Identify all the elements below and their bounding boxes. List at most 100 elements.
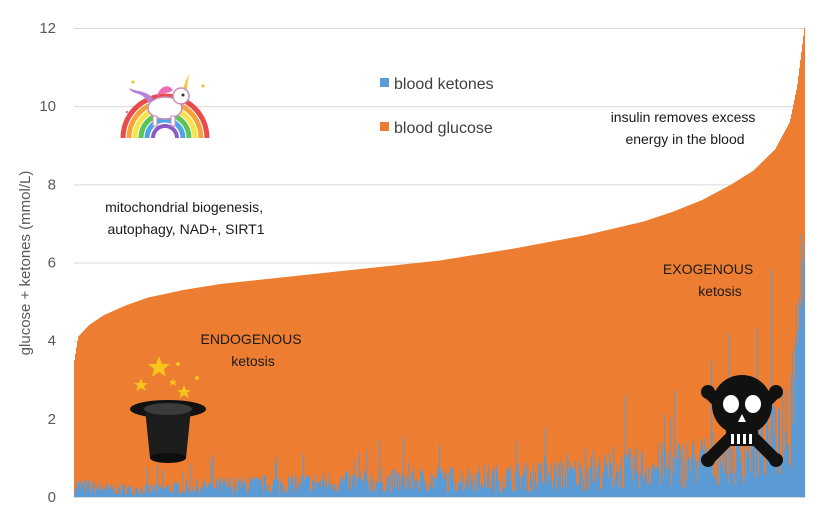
glucose-bar <box>179 290 181 497</box>
glucose-bar <box>195 288 197 497</box>
glucose-bar <box>429 261 431 497</box>
ketone-bar <box>102 489 104 497</box>
ketone-bar <box>606 467 608 497</box>
glucose-bar <box>199 287 201 497</box>
glucose-bar <box>458 257 460 497</box>
ketone-bar <box>214 488 216 497</box>
glucose-bar <box>604 230 606 497</box>
ketone-bar <box>510 465 512 497</box>
glucose-bar <box>390 265 392 497</box>
ketone-bar <box>575 460 577 497</box>
ketone-bar <box>103 490 105 497</box>
glucose-bar <box>565 238 567 497</box>
glucose-bar <box>633 223 635 498</box>
ketone-bar <box>247 489 249 497</box>
glucose-bar <box>306 274 308 497</box>
ketone-bar <box>514 472 516 497</box>
ketone-bar <box>529 490 531 497</box>
ketone-bar <box>610 461 612 497</box>
ketone-bar <box>778 409 780 497</box>
ketone-bar <box>185 490 187 497</box>
ketone-bar <box>84 479 86 497</box>
ketone-bar <box>505 489 507 497</box>
ketone-bar <box>655 468 657 497</box>
glucose-bar <box>582 235 584 497</box>
ketone-bar <box>265 475 267 497</box>
ketone-bar <box>406 488 408 497</box>
glucose-bar <box>652 218 654 498</box>
glucose-bar <box>151 296 153 497</box>
glucose-bar <box>113 310 115 497</box>
glucose-bar <box>681 208 683 497</box>
glucose-bar <box>450 258 452 497</box>
ketone-bar <box>217 477 219 497</box>
ketone-bar <box>321 486 323 497</box>
glucose-bar <box>435 260 437 497</box>
ketone-bar <box>705 459 707 497</box>
ketone-bar <box>768 452 770 497</box>
glucose-bar <box>225 283 227 497</box>
glucose-bar <box>319 273 321 497</box>
glucose-bar <box>373 267 375 497</box>
glucose-bar <box>365 268 367 497</box>
ketone-bar <box>466 484 468 497</box>
glucose-bar <box>402 264 404 497</box>
glucose-bar <box>720 190 722 497</box>
ketone-bar <box>733 436 735 497</box>
glucose-bar <box>501 250 503 497</box>
glucose-bar <box>300 275 302 497</box>
ketone-bar <box>473 492 475 497</box>
glucose-bar <box>636 223 638 498</box>
ketone-bar <box>274 479 276 497</box>
ketone-bar <box>624 455 626 497</box>
glucose-bar <box>243 281 245 497</box>
ketone-bar <box>101 487 103 497</box>
glucose-bar <box>629 224 631 497</box>
ketone-bar <box>581 467 583 497</box>
glucose-bar <box>446 259 448 497</box>
glucose-bar <box>459 257 461 497</box>
glucose-bar <box>654 217 656 497</box>
glucose-bar <box>246 281 248 497</box>
glucose-bar <box>145 298 147 497</box>
glucose-bar <box>136 301 138 497</box>
glucose-bar <box>595 232 597 497</box>
glucose-bar <box>238 282 240 497</box>
glucose-bar <box>641 222 643 497</box>
glucose-bar <box>155 295 157 497</box>
ketone-bar <box>567 453 569 497</box>
glucose-bar <box>239 281 241 497</box>
glucose-bar <box>427 261 429 497</box>
glucose-bar <box>798 76 800 497</box>
glucose-bar <box>119 308 121 497</box>
glucose-bar <box>778 143 780 497</box>
glucose-bar <box>341 271 343 497</box>
ketone-bar <box>339 483 341 497</box>
ketone-bar <box>367 479 369 497</box>
glucose-bar <box>428 261 430 497</box>
glucose-bar <box>590 233 592 497</box>
ketone-bar <box>718 457 720 497</box>
glucose-bar <box>768 155 770 498</box>
ketone-bar <box>638 474 640 497</box>
ketone-bar <box>89 488 91 497</box>
ketone-bar <box>154 485 156 497</box>
ketone-bar <box>401 473 403 497</box>
ketone-bar <box>298 484 300 497</box>
glucose-bar <box>301 275 303 497</box>
ketone-bar <box>325 480 327 497</box>
glucose-bar <box>508 249 510 497</box>
ketone-bar <box>347 470 349 497</box>
ketone-bar <box>333 482 335 497</box>
ketone-bar <box>684 459 686 497</box>
ketone-bar <box>255 476 257 497</box>
glucose-bar <box>556 240 558 497</box>
ketone-bar <box>338 490 340 497</box>
glucose-bar <box>499 250 501 497</box>
glucose-bar <box>325 272 327 497</box>
glucose-bar <box>530 245 532 497</box>
glucose-bar <box>572 237 574 497</box>
ketone-bar <box>316 483 318 497</box>
glucose-bar <box>737 180 739 497</box>
ketone-bar <box>719 484 721 497</box>
